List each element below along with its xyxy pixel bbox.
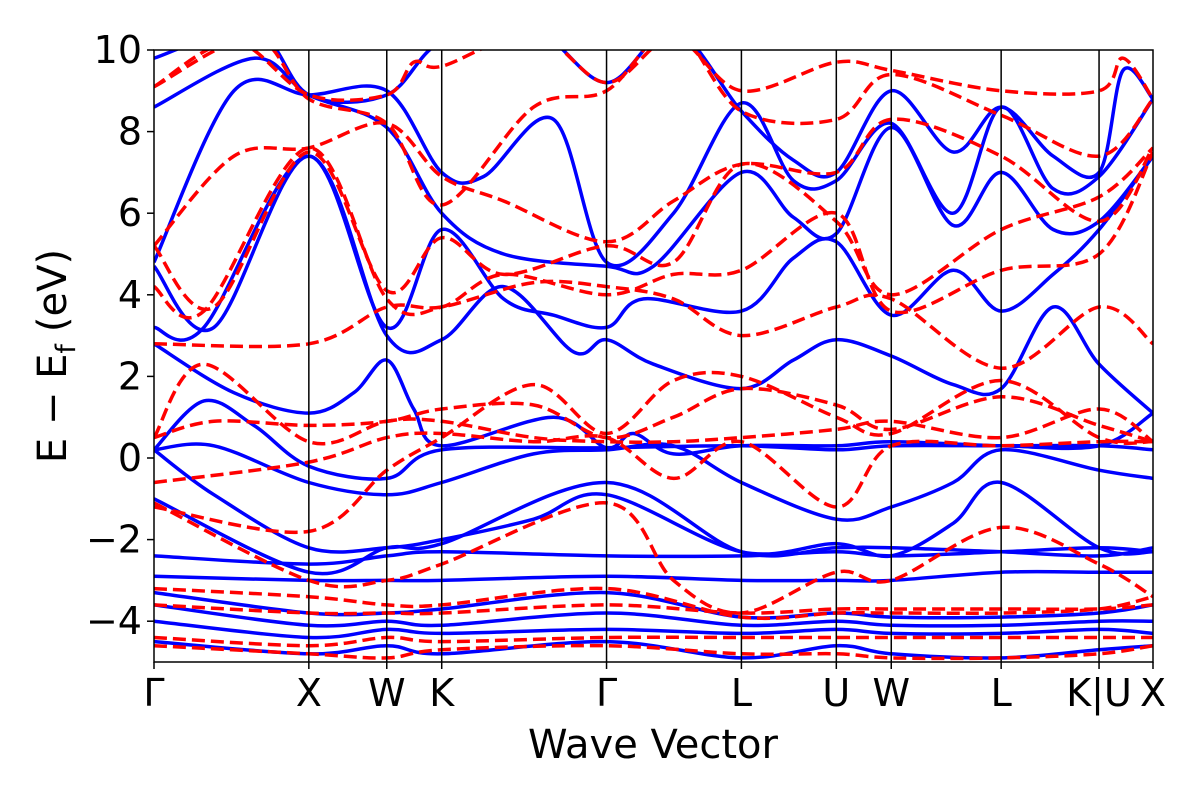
x-tick-label-10: X bbox=[1140, 671, 1166, 715]
solid-band-4 bbox=[154, 569, 1153, 583]
y-tick-label-1: −2 bbox=[86, 518, 142, 562]
dashed-band-0 bbox=[154, 643, 1153, 661]
x-axis-ticks: Γ X W K Γ L U W L K|U X bbox=[143, 662, 1166, 716]
dashed-band-8 bbox=[154, 386, 1153, 444]
y-tick-label-4: 4 bbox=[118, 273, 142, 317]
y-axis-title-unit: (eV) bbox=[30, 249, 76, 332]
plot-frame bbox=[153, 49, 1154, 663]
y-axis-ticks: −4 −2 0 2 4 6 8 10 bbox=[86, 28, 154, 643]
x-tick-label-1: X bbox=[296, 671, 322, 715]
y-axis-title: E − Ef (eV) bbox=[30, 249, 82, 463]
dashed-band-10 bbox=[154, 146, 1153, 320]
solid-band-7 bbox=[154, 448, 1153, 559]
dashed-band-7 bbox=[154, 362, 1153, 446]
y-tick-label-7: 10 bbox=[94, 28, 142, 72]
dashed-band-3 bbox=[154, 586, 1153, 621]
x-tick-label-5: L bbox=[731, 671, 752, 715]
x-tick-label-2: W bbox=[368, 671, 406, 715]
high-symmetry-lines bbox=[308, 50, 1100, 662]
x-tick-label-9: K|U bbox=[1066, 671, 1132, 716]
dashed-band-1 bbox=[154, 635, 1153, 648]
x-tick-label-3: K bbox=[429, 671, 455, 715]
x-tick-label-4: Γ bbox=[596, 671, 617, 715]
dashed-band-13 bbox=[154, 50, 1153, 207]
y-tick-label-2: 0 bbox=[118, 436, 142, 480]
y-axis-title-subscript: f bbox=[51, 343, 82, 354]
x-tick-label-8: L bbox=[991, 671, 1012, 715]
x-axis-title: Wave Vector bbox=[528, 722, 779, 768]
dashed-band-14 bbox=[154, 50, 1153, 103]
solid-band-2 bbox=[154, 603, 1153, 628]
solid-band-1 bbox=[154, 619, 1153, 640]
y-tick-label-0: −4 bbox=[86, 599, 142, 643]
x-tick-label-7: W bbox=[872, 671, 910, 715]
solid-band-0 bbox=[154, 639, 1153, 660]
x-tick-label-6: U bbox=[822, 671, 850, 715]
y-tick-label-5: 6 bbox=[118, 191, 142, 235]
x-tick-label-0: Γ bbox=[143, 671, 164, 715]
dashed-series bbox=[154, 50, 1153, 661]
y-tick-label-3: 2 bbox=[118, 354, 142, 398]
y-axis-title-main: E − E bbox=[30, 354, 76, 464]
y-tick-label-6: 8 bbox=[118, 110, 142, 154]
dashed-band-6 bbox=[154, 431, 1153, 509]
